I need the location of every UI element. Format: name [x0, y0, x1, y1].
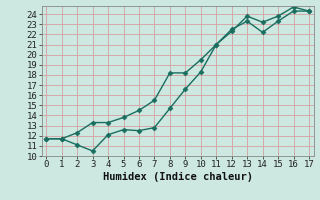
X-axis label: Humidex (Indice chaleur): Humidex (Indice chaleur) — [103, 172, 252, 182]
